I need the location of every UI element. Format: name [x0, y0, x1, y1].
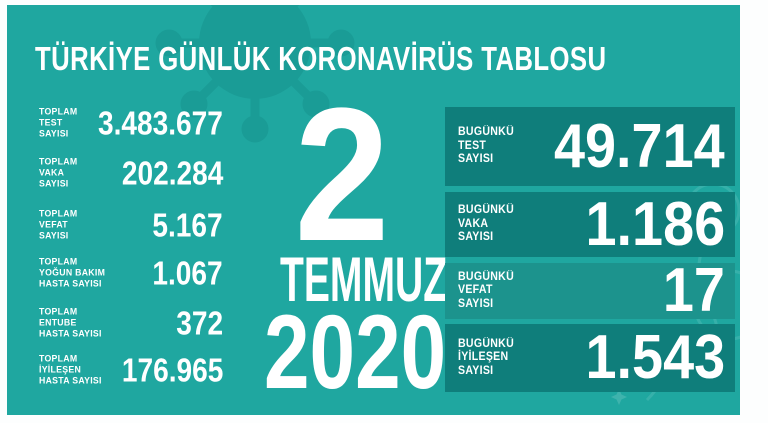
- daily-iyilesen-value: 1.543: [585, 323, 725, 392]
- total-yogun-bakim-value: 1.067: [152, 254, 223, 292]
- total-vaka-value: 202.284: [121, 154, 223, 192]
- total-test-value: 3.483.677: [98, 104, 223, 142]
- date-block: 2 TEMMUZ 2020: [242, 5, 447, 415]
- total-row-vaka: TOPLAM VAKA SAYISI 202.284: [37, 153, 223, 193]
- total-vaka-label: TOPLAM VAKA SAYISI: [39, 156, 78, 190]
- total-entube-value: 372: [176, 304, 223, 342]
- daily-vaka-label: BUGÜNKÜ VAKA SAYISI: [458, 204, 515, 244]
- total-iyilesen-value: 176.965: [121, 351, 223, 389]
- daily-box-vefat: BUGÜNKÜ VEFAT SAYISI 17: [445, 256, 735, 325]
- total-row-yogun-bakim: TOPLAM YOĞUN BAKIM HASTA SAYISI 1.067: [37, 253, 223, 293]
- date-day: 2: [294, 69, 390, 281]
- teal-panel: TÜRKİYE GÜNLÜK KORONAVİRÜS TABLOSU TOPLA…: [7, 5, 740, 415]
- daily-box-iyilesen: BUGÜNKÜ İYİLEŞEN SAYISI 1.543: [445, 324, 735, 392]
- total-test-label: TOPLAM TEST SAYISI: [39, 106, 78, 140]
- total-row-entube: TOPLAM ENTUBE HASTA SAYISI 372: [37, 303, 223, 343]
- total-entube-label: TOPLAM ENTUBE HASTA SAYISI: [39, 306, 102, 340]
- daily-box-vaka: BUGÜNKÜ VAKA SAYISI 1.186: [445, 192, 735, 257]
- daily-test-value: 49.714: [554, 111, 725, 181]
- daily-box-test: BUGÜNKÜ TEST SAYISI 49.714: [445, 107, 735, 186]
- daily-vefat-label: BUGÜNKÜ VEFAT SAYISI: [458, 270, 515, 310]
- total-row-test: TOPLAM TEST SAYISI 3.483.677: [37, 103, 223, 143]
- daily-vaka-value: 1.186: [585, 189, 725, 259]
- date-year: 2020: [264, 294, 447, 411]
- total-row-iyilesen: TOPLAM İYİLEŞEN HASTA SAYISI 176.965: [37, 350, 223, 390]
- daily-test-label: BUGÜNKÜ TEST SAYISI: [458, 126, 515, 166]
- total-vefat-value: 5.167: [152, 206, 223, 244]
- daily-iyilesen-label: BUGÜNKÜ İYİLEŞEN SAYISI: [458, 337, 515, 377]
- daily-vefat-value: 17: [662, 256, 725, 325]
- total-vefat-label: TOPLAM VEFAT SAYISI: [39, 208, 78, 242]
- total-yogun-bakim-label: TOPLAM YOĞUN BAKIM HASTA SAYISI: [39, 256, 106, 290]
- page-title: TÜRKİYE GÜNLÜK KORONAVİRÜS TABLOSU: [35, 40, 607, 77]
- total-row-vefat: TOPLAM VEFAT SAYISI 5.167: [37, 205, 223, 245]
- total-iyilesen-label: TOPLAM İYİLEŞEN HASTA SAYISI: [39, 353, 102, 387]
